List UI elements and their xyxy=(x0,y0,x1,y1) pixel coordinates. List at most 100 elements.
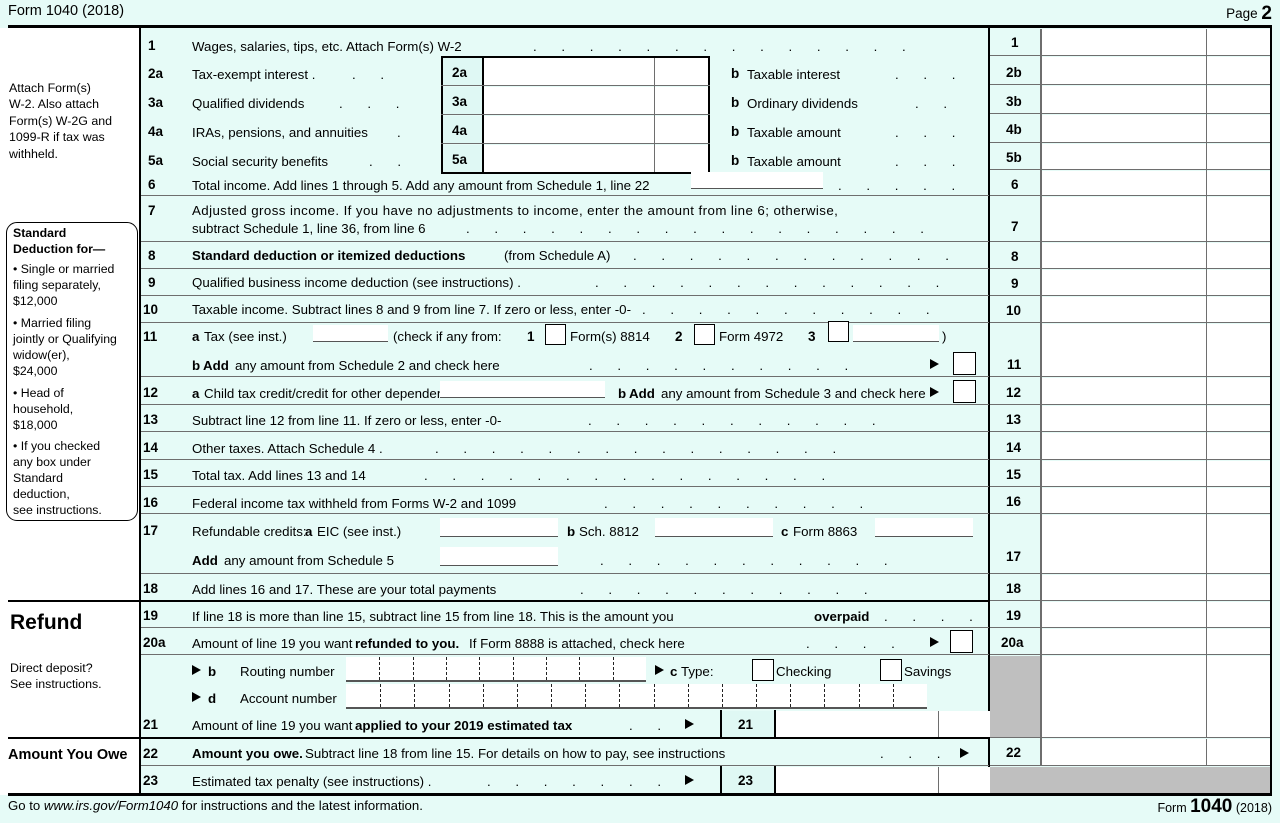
line-17-add-text: any amount from Schedule 5 xyxy=(224,553,395,568)
line-21-ref-divider xyxy=(774,710,776,738)
line-11a-underline xyxy=(313,341,388,343)
amount-box-11 xyxy=(1042,324,1270,377)
rowline-r3 xyxy=(990,113,1270,115)
line-5b-text: Taxable amount xyxy=(747,154,841,169)
rowline-m7 xyxy=(141,241,989,243)
footer-form-number: 1040 xyxy=(1190,796,1233,817)
amount-box-9 xyxy=(1042,270,1270,296)
box-3a-label-cell xyxy=(443,87,482,115)
line-1-dots: . . . . . . . . . . . . . . xyxy=(533,39,917,54)
rowline-r4 xyxy=(990,142,1270,144)
rowline-r5 xyxy=(990,169,1270,171)
line-11a-opt3-checkbox[interactable] xyxy=(828,321,849,342)
sd-bullet-3-text: If you checked any box under Standard de… xyxy=(13,439,102,517)
sd-bullet-1: • Married filing jointly or Qualifying w… xyxy=(13,316,117,378)
ref-15: 15 xyxy=(1006,467,1022,482)
line-11a-opt1-checkbox[interactable] xyxy=(545,324,566,345)
line-4b-label: b xyxy=(731,124,740,139)
line-17c-underline xyxy=(875,536,973,538)
rowline-r15 xyxy=(990,486,1270,488)
sd-bullet-0-text: Single or married filing separately, $12… xyxy=(13,262,115,308)
line-4a-number: 4a xyxy=(148,124,164,139)
rowline-r1 xyxy=(990,55,1270,57)
sd-title-line-1: Standard xyxy=(13,226,67,240)
line-21-cents-divider xyxy=(938,711,940,737)
refund-section-title: Refund xyxy=(10,611,83,634)
cell-divider xyxy=(824,684,826,707)
line-8-number: 8 xyxy=(148,248,156,263)
line-17c-input[interactable] xyxy=(875,518,973,536)
line-11a-text: Tax (see inst.) xyxy=(204,329,287,344)
amount-box-16 xyxy=(1042,488,1270,514)
rowline-r9 xyxy=(990,295,1270,297)
line-23-number: 23 xyxy=(143,773,159,788)
box-4a-label: 4a xyxy=(452,123,468,138)
line-5a-number: 5a xyxy=(148,153,164,168)
ref-19: 19 xyxy=(1006,608,1022,623)
savings-checkbox[interactable] xyxy=(880,659,902,681)
line-18-number: 18 xyxy=(143,581,159,596)
amount-box-22 xyxy=(1042,739,1270,766)
line-11a-paren-open: (check if any from: xyxy=(393,329,502,344)
line-11b-checkbox[interactable] xyxy=(953,352,976,375)
line-12a-input[interactable] xyxy=(440,381,605,398)
line-12b-checkbox[interactable] xyxy=(953,380,976,403)
footer-form-year: (2018) xyxy=(1235,801,1272,815)
line-17a-input[interactable] xyxy=(440,518,558,536)
line-17a-label: a xyxy=(305,524,313,539)
line-17-add-input[interactable] xyxy=(440,547,558,565)
line-6-number: 6 xyxy=(148,177,156,192)
line-11a-opt2-checkbox[interactable] xyxy=(694,324,715,345)
rowline-m16 xyxy=(141,513,989,515)
ref-20a: 20a xyxy=(1001,635,1024,650)
line-11a-opt2-number: 2 xyxy=(675,329,683,344)
line-20a-dots: . . . . xyxy=(806,636,906,651)
line-21-bold: applied to your 2019 estimated tax xyxy=(355,718,573,733)
line-5a-text: Social security benefits xyxy=(192,154,328,169)
line-11a-opt3-input[interactable] xyxy=(853,325,939,341)
line-1-text: Wages, salaries, tips, etc. Attach Form(… xyxy=(192,39,462,54)
line-13-dots: . . . . . . . . . . . xyxy=(588,413,887,428)
line-21-dots: . . xyxy=(629,718,672,733)
line-10-text: Taxable income. Subtract lines 8 and 9 f… xyxy=(192,302,632,317)
line-11a-input[interactable] xyxy=(313,325,388,341)
ref-6: 6 xyxy=(1011,177,1019,192)
cell-divider xyxy=(585,684,587,707)
line-17-dots: . . . . . . . . . . . xyxy=(600,553,899,568)
line-20a-checkbox[interactable] xyxy=(950,630,973,653)
line-4a-text: IRAs, pensions, and annuities xyxy=(192,125,368,140)
line-20a-text-2: If Form 8888 is attached, check here xyxy=(469,636,685,651)
line-17b-input[interactable] xyxy=(655,518,773,536)
ref-10: 10 xyxy=(1006,303,1022,318)
amount-col-divider xyxy=(1040,29,1042,766)
sd-bullet-0: • Single or married filing separately, $… xyxy=(13,262,115,308)
line-12-number: 12 xyxy=(143,385,159,400)
routing-number-field[interactable] xyxy=(346,657,646,680)
line-19-text: If line 18 is more than line 15, subtrac… xyxy=(192,609,674,624)
line-5a-dots: . . xyxy=(369,154,412,169)
vline-left-col xyxy=(139,28,141,795)
line-20c-label: c xyxy=(670,664,678,679)
account-number-field[interactable] xyxy=(346,684,927,707)
line-20a-arrow-icon xyxy=(930,637,939,647)
rowline-r8 xyxy=(990,268,1270,270)
ref-18: 18 xyxy=(1006,581,1022,596)
line-15-dots: . . . . . . . . . . . . . . . xyxy=(424,468,836,483)
line-17b-underline xyxy=(655,536,773,538)
line-11a-opt2-text: Form 4972 xyxy=(719,329,784,344)
rowline-r20 xyxy=(990,654,1270,656)
line-8-dots: . . . . . . . . . . . . xyxy=(633,248,960,263)
checking-checkbox[interactable] xyxy=(752,659,774,681)
line-2b-text: Taxable interest xyxy=(747,67,841,82)
rowline-r12 xyxy=(990,404,1270,406)
line-6-inline-input[interactable] xyxy=(691,172,823,189)
cell-divider xyxy=(551,684,553,707)
cell-divider xyxy=(446,657,447,680)
line-11a-opt1-number: 1 xyxy=(527,329,535,344)
footer-url[interactable]: www.irs.gov/Form1040 xyxy=(43,798,179,813)
line-3a-number: 3a xyxy=(148,95,164,110)
amount-box-19 xyxy=(1042,602,1270,628)
line-2a-dots: . . xyxy=(352,67,395,82)
line-14-dots: . . . . . . . . . . . . . . . xyxy=(435,441,847,456)
